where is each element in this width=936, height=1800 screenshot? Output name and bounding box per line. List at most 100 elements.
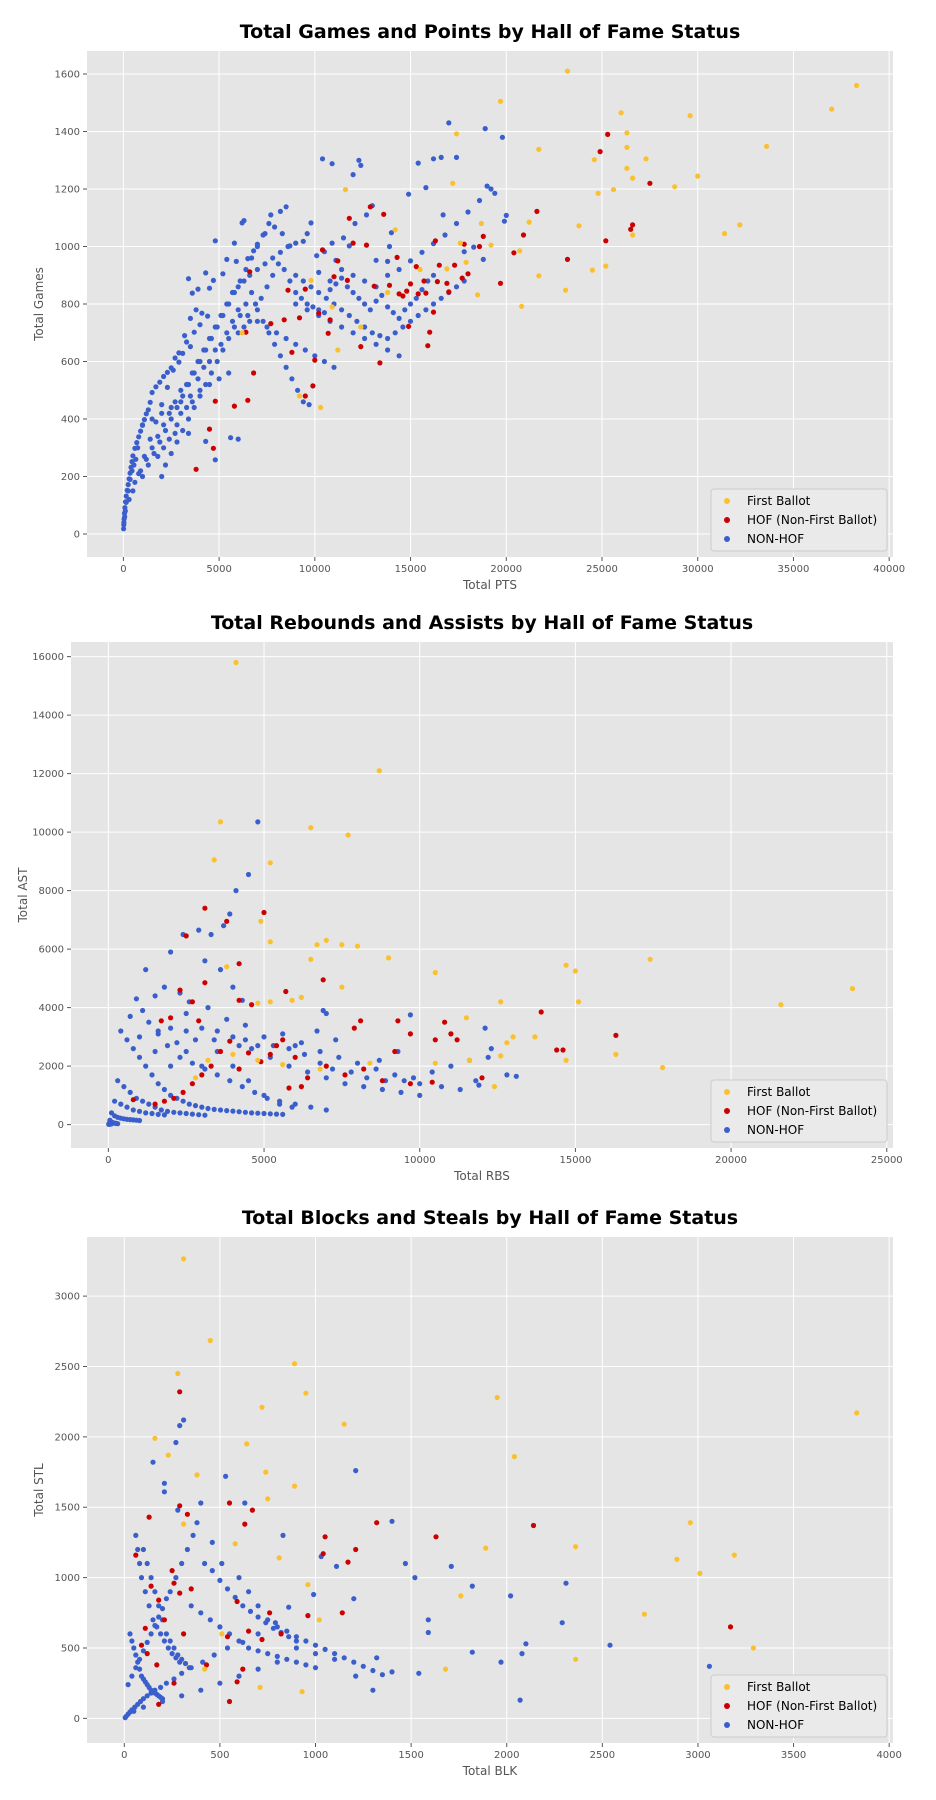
- point-non-hof: [389, 1518, 395, 1524]
- point-non-hof: [137, 1656, 143, 1662]
- point-hof-non-first: [180, 1089, 186, 1095]
- point-hof-non-first: [261, 909, 267, 916]
- point-non-hof: [148, 1631, 154, 1637]
- point-first-ballot: [358, 324, 364, 330]
- point-first-ballot: [511, 1454, 517, 1460]
- point-non-hof: [127, 476, 133, 482]
- series-non-hof: [122, 1417, 713, 1721]
- point-non-hof: [239, 1084, 245, 1090]
- point-non-hof: [305, 1069, 311, 1075]
- point-non-hof: [168, 1025, 174, 1031]
- legend-marker-hof-non-first: [724, 1703, 730, 1709]
- point-non-hof: [149, 445, 155, 451]
- point-hof-non-first: [374, 1520, 380, 1526]
- point-non-hof: [200, 1659, 206, 1665]
- point-non-hof: [274, 1624, 280, 1630]
- point-non-hof: [139, 422, 146, 428]
- point-non-hof: [523, 1641, 529, 1647]
- point-non-hof: [314, 253, 320, 259]
- point-non-hof: [197, 393, 203, 399]
- point-non-hof: [284, 1656, 290, 1662]
- point-first-ballot: [342, 187, 349, 193]
- point-non-hof: [245, 871, 252, 878]
- point-non-hof: [135, 1546, 141, 1553]
- point-first-ballot: [432, 1060, 438, 1066]
- point-non-hof: [140, 1648, 146, 1654]
- point-first-ballot: [329, 304, 335, 310]
- point-non-hof: [254, 243, 260, 250]
- point-non-hof: [319, 156, 326, 162]
- grid: [87, 1237, 893, 1743]
- point-non-hof: [199, 1104, 205, 1110]
- point-non-hof: [174, 1040, 180, 1046]
- point-first-ballot: [737, 222, 743, 228]
- point-first-ballot: [563, 1057, 569, 1063]
- point-non-hof: [157, 379, 163, 385]
- x-tick-label: 1500: [398, 1750, 423, 1761]
- point-non-hof: [164, 1108, 171, 1114]
- point-non-hof: [206, 381, 213, 388]
- point-non-hof: [159, 402, 165, 408]
- point-hof-non-first: [296, 315, 303, 321]
- point-non-hof: [115, 1078, 121, 1084]
- point-hof-non-first: [169, 1568, 175, 1574]
- point-first-ballot: [432, 969, 438, 976]
- y-tick-label: 16000: [32, 652, 64, 663]
- point-first-ballot: [417, 266, 423, 273]
- y-tick-label: 1000: [55, 242, 80, 253]
- point-non-hof: [262, 261, 268, 267]
- point-first-ballot: [230, 1051, 236, 1057]
- point-non-hof: [363, 212, 370, 218]
- point-hof-non-first: [400, 293, 406, 299]
- series-hof-non-first: [130, 905, 619, 1107]
- point-first-ballot: [244, 1441, 250, 1447]
- point-hof-non-first: [345, 1559, 351, 1565]
- point-hof-non-first: [446, 289, 452, 295]
- point-hof-non-first: [597, 149, 603, 155]
- point-non-hof: [214, 1028, 220, 1034]
- point-hof-non-first: [168, 1015, 174, 1021]
- y-tick-label: 12000: [32, 769, 64, 780]
- point-non-hof: [317, 1048, 323, 1055]
- point-non-hof: [293, 301, 299, 307]
- point-non-hof: [153, 419, 159, 425]
- point-non-hof: [233, 888, 239, 894]
- point-hof-non-first: [286, 1085, 292, 1091]
- point-hof-non-first: [327, 317, 333, 323]
- point-non-hof: [127, 1089, 133, 1095]
- point-non-hof: [156, 1614, 162, 1620]
- x-tick-label: 500: [210, 1750, 229, 1761]
- point-non-hof: [386, 243, 393, 250]
- point-non-hof: [162, 427, 169, 434]
- point-non-hof: [469, 1583, 475, 1589]
- legend-label-hof-non-first: HOF (Non-First Ballot): [747, 513, 877, 527]
- point-first-ballot: [478, 220, 484, 227]
- point-non-hof: [205, 1005, 211, 1011]
- point-hof-non-first: [138, 1642, 145, 1648]
- point-first-ballot: [291, 1483, 298, 1489]
- point-first-ballot: [589, 267, 596, 273]
- chart-panel-games-points: 0 5000 10000 15000 20000 25000 30000 35000 40000…: [0, 0, 936, 600]
- x-tick-label: 30000: [682, 564, 714, 575]
- point-non-hof: [146, 1603, 152, 1609]
- point-non-hof: [125, 482, 131, 488]
- point-non-hof: [247, 318, 253, 324]
- point-first-ballot: [386, 955, 392, 961]
- point-non-hof: [223, 1473, 229, 1479]
- point-non-hof: [196, 927, 202, 933]
- point-hof-non-first: [246, 1628, 252, 1634]
- point-non-hof: [208, 370, 214, 376]
- point-first-ballot: [152, 1435, 158, 1441]
- point-non-hof: [471, 244, 477, 250]
- point-hof-non-first: [423, 290, 429, 296]
- point-non-hof: [385, 272, 391, 278]
- point-non-hof: [308, 220, 314, 226]
- point-non-hof: [255, 1614, 261, 1620]
- point-non-hof: [339, 307, 345, 313]
- point-non-hof: [264, 284, 270, 290]
- point-non-hof: [130, 488, 136, 494]
- point-non-hof: [373, 257, 379, 263]
- point-non-hof: [346, 312, 352, 319]
- point-non-hof: [133, 456, 139, 462]
- point-non-hof: [488, 186, 494, 192]
